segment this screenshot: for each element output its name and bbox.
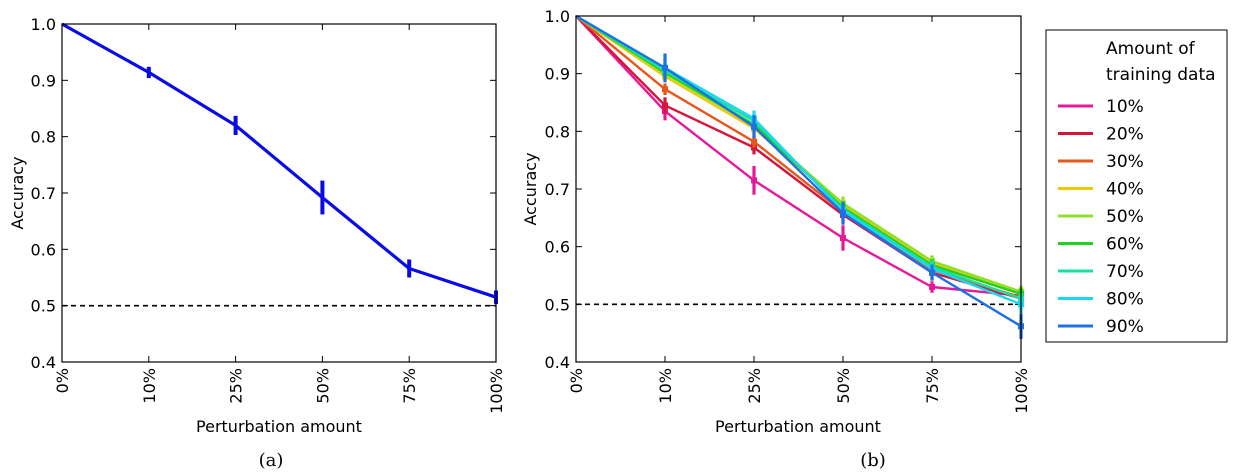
x-tick-label-b-3: 50%	[834, 368, 853, 404]
x-tick-label-a-5: 100%	[487, 368, 506, 414]
legend-label-1: 20%	[1106, 125, 1144, 145]
y-tick-label-a-4: 0.8	[31, 128, 56, 147]
legend-label-8: 90%	[1106, 317, 1144, 337]
panel-a: 0.40.50.60.70.80.91.00% 10% 25% 50% 75% 100% …	[8, 15, 506, 471]
y-axis-label-b: Accuracy	[521, 152, 540, 225]
y-tick-label-a-3: 0.7	[31, 184, 56, 203]
x-tick-label-b-5: 100%	[1012, 368, 1031, 414]
legend: Amount of training data 10% 20% 30% 40% 50% 6…	[1045, 29, 1228, 343]
legend-title-line-1: Amount of	[1106, 39, 1196, 59]
caption-b: (b)	[860, 450, 886, 471]
plot-area-a: 0.4 0.5 0.6 0.7 0.8 0.9 1.0 0% 10% 25% 50% 75% 100%	[31, 15, 506, 414]
data-point-b-8-1	[662, 64, 668, 71]
y-tick-label-a-2: 0.6	[31, 240, 56, 259]
x-tick-label-b-2: 25%	[745, 368, 764, 404]
data-point-b-8-2	[751, 123, 757, 130]
y-tick-label-b-3: 0.7	[545, 180, 570, 199]
legend-label-2: 30%	[1106, 152, 1144, 172]
x-tick-label-a-1: 10%	[140, 368, 159, 404]
data-point-b-8-4	[929, 269, 935, 276]
data-point-b-0-3	[840, 235, 846, 242]
series-line-b-8	[575, 14, 1022, 328]
x-axis-label-b: Perturbation amount	[715, 417, 881, 436]
y-axis-label-a: Accuracy	[8, 156, 27, 229]
series-line-b-6	[575, 14, 1022, 300]
legend-label-6: 70%	[1106, 262, 1144, 282]
series-line-b-0	[575, 15, 1022, 297]
legend-label-3: 40%	[1106, 180, 1144, 200]
x-tick-label-a-4: 75%	[400, 368, 419, 404]
y-tick-label-b-6: 1.0	[545, 7, 570, 26]
legend-label-4: 50%	[1106, 207, 1144, 227]
y-tick-label-a-0: 0.4	[31, 353, 56, 372]
y-tick-label-a-1: 0.5	[31, 297, 56, 316]
data-point-b-0-2	[751, 177, 757, 184]
x-tick-label-a-2: 25%	[227, 368, 246, 404]
x-axis-label-a: Perturbation amount	[196, 417, 362, 436]
axes-frame-a	[61, 23, 497, 363]
series-line-b-1	[575, 15, 1022, 300]
y-tick-label-b-4: 0.8	[545, 122, 570, 141]
axes-frame-b	[575, 15, 1022, 363]
legend-frame	[1045, 29, 1228, 343]
legend-title-line-2: training data	[1106, 65, 1216, 85]
data-point-b-8-3	[840, 210, 846, 217]
caption-a: (a)	[259, 450, 284, 471]
data-point-b-0-4	[929, 284, 935, 291]
series-line-a-0	[61, 22, 497, 299]
x-tick-label-b-4: 75%	[923, 368, 942, 404]
legend-items: 10% 20% 30% 40% 50% 60% 70% 80% 90%	[1058, 97, 1144, 337]
y-tick-label-a-6: 1.0	[31, 15, 56, 34]
data-point-b-1-1	[662, 102, 668, 109]
x-tick-label-b-1: 10%	[656, 368, 675, 404]
y-tick-label-b-0: 0.4	[545, 353, 570, 372]
legend-label-7: 80%	[1106, 290, 1144, 310]
plot-area-b: 0.4 0.5 0.6 0.7 0.8 0.9 1.0 0% 10% 25% 50% 75% 100%	[545, 7, 1031, 414]
data-point-b-2-1	[662, 86, 668, 93]
x-tick-label-b-0: 0%	[567, 368, 586, 393]
y-tick-label-b-5: 0.9	[545, 65, 570, 84]
y-tick-label-b-2: 0.6	[545, 238, 570, 257]
y-tick-label-a-5: 0.9	[31, 71, 56, 90]
x-tick-label-a-0: 0%	[53, 368, 72, 393]
x-tick-label-a-3: 50%	[313, 368, 332, 404]
legend-label-0: 10%	[1106, 97, 1144, 117]
panel-b: 0.40.50.60.70.80.91.00% 10% 25% 50% 75% 100% …	[521, 7, 1031, 471]
legend-label-5: 60%	[1106, 235, 1144, 255]
data-point-b-2-2	[751, 138, 757, 145]
y-tick-label-b-1: 0.5	[545, 295, 570, 314]
